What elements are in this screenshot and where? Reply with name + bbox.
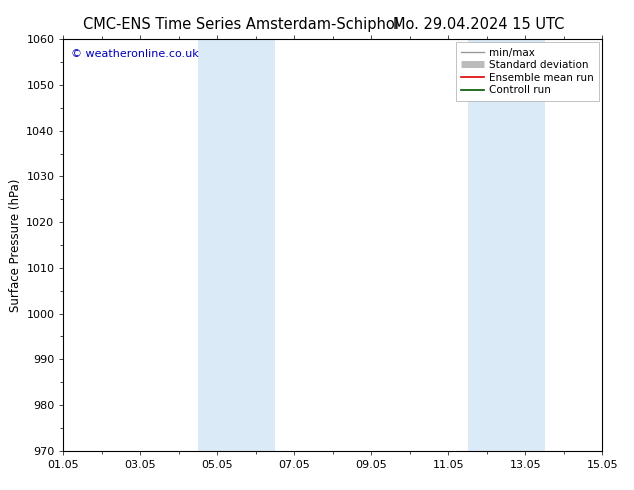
Legend: min/max, Standard deviation, Ensemble mean run, Controll run: min/max, Standard deviation, Ensemble me… (456, 42, 599, 100)
Y-axis label: Surface Pressure (hPa): Surface Pressure (hPa) (9, 178, 22, 312)
Text: CMC-ENS Time Series Amsterdam-Schiphol: CMC-ENS Time Series Amsterdam-Schiphol (83, 17, 399, 32)
Bar (198, 39, 275, 451)
Text: © weatheronline.co.uk: © weatheronline.co.uk (72, 49, 199, 59)
Text: Mo. 29.04.2024 15 UTC: Mo. 29.04.2024 15 UTC (393, 17, 564, 32)
Bar (467, 39, 545, 451)
